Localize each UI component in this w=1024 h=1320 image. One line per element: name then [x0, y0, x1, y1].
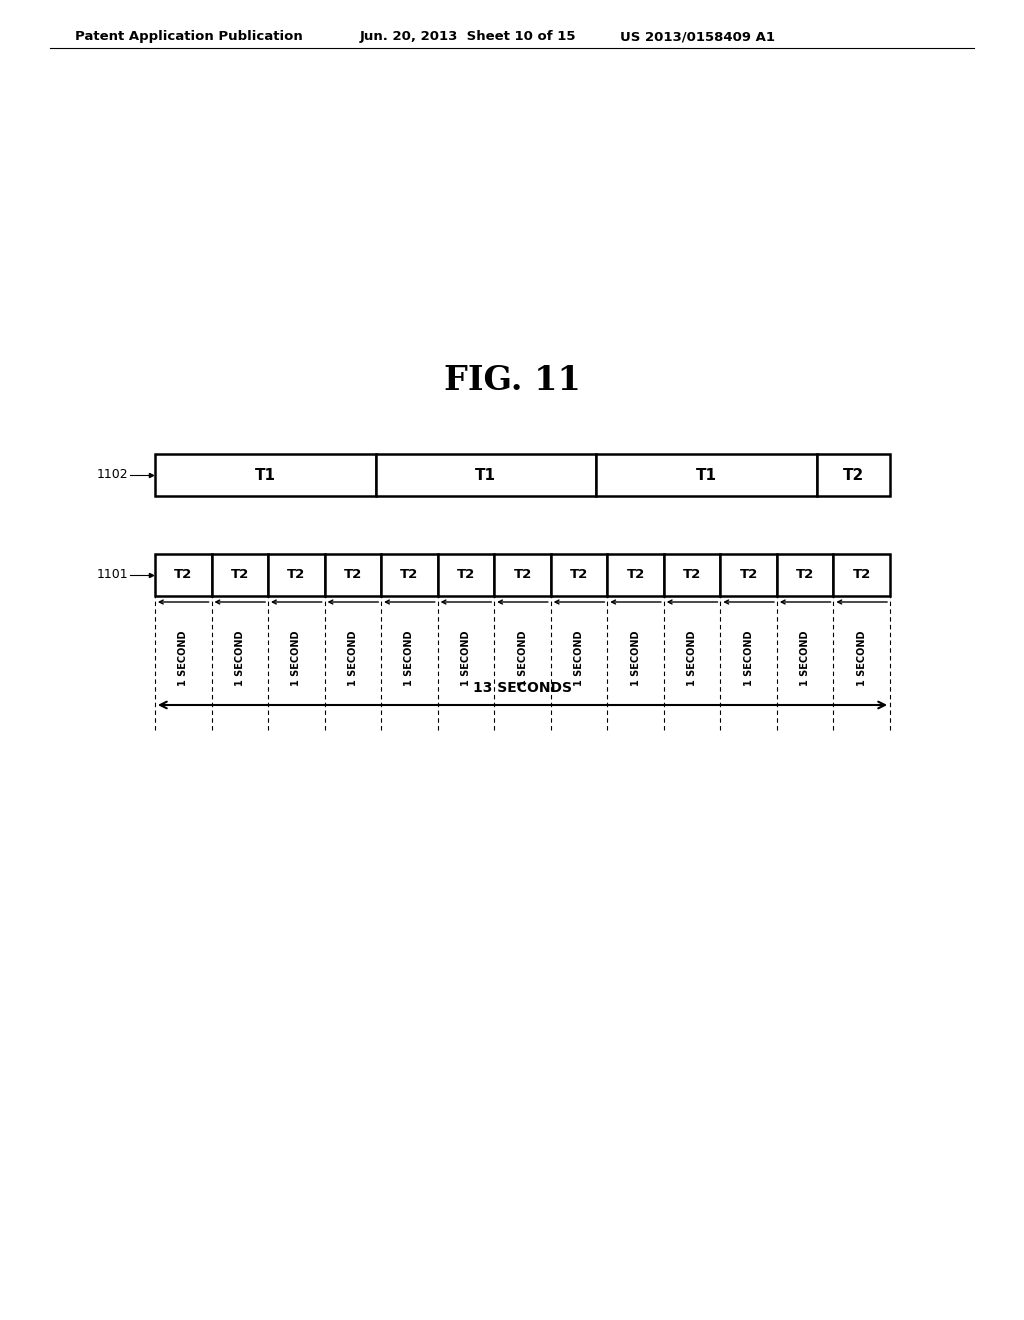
Bar [268, 554, 325, 597]
Bar [212, 554, 268, 597]
Text: 1 SECOND: 1 SECOND [574, 630, 584, 686]
Text: T2: T2 [457, 569, 475, 582]
Text: 1 SECOND: 1 SECOND [178, 630, 188, 686]
Bar [607, 554, 664, 597]
Text: US 2013/0158409 A1: US 2013/0158409 A1 [620, 30, 775, 44]
Text: T2: T2 [513, 569, 531, 582]
Text: Patent Application Publication: Patent Application Publication [75, 30, 303, 44]
Text: FIG. 11: FIG. 11 [443, 363, 581, 396]
Text: 1101: 1101 [96, 569, 128, 582]
Text: T2: T2 [400, 569, 419, 582]
Text: T2: T2 [174, 569, 193, 582]
Text: 13 SECONDS: 13 SECONDS [473, 681, 572, 696]
Text: T2: T2 [344, 569, 362, 582]
Bar [495, 554, 551, 597]
Text: 1 SECOND: 1 SECOND [687, 630, 697, 686]
Text: T2: T2 [627, 569, 645, 582]
Text: T2: T2 [853, 569, 870, 582]
Text: 1 SECOND: 1 SECOND [292, 630, 301, 686]
Text: 1 SECOND: 1 SECOND [404, 630, 415, 686]
Text: 1 SECOND: 1 SECOND [631, 630, 641, 686]
Text: T1: T1 [255, 467, 275, 483]
Text: T2: T2 [683, 569, 701, 582]
Bar [155, 454, 376, 496]
Text: T1: T1 [695, 467, 717, 483]
Text: T2: T2 [843, 467, 864, 483]
Bar [596, 454, 816, 496]
Bar [437, 554, 495, 597]
Text: 1 SECOND: 1 SECOND [857, 630, 866, 686]
Bar [155, 554, 212, 597]
Bar [664, 554, 721, 597]
Text: 1 SECOND: 1 SECOND [348, 630, 357, 686]
Bar [381, 554, 437, 597]
Text: 1102: 1102 [96, 469, 128, 482]
Text: T2: T2 [796, 569, 814, 582]
Text: 1 SECOND: 1 SECOND [800, 630, 810, 686]
Text: T2: T2 [739, 569, 758, 582]
Bar [376, 454, 596, 496]
Text: 1 SECOND: 1 SECOND [743, 630, 754, 686]
Text: 1 SECOND: 1 SECOND [517, 630, 527, 686]
Bar [325, 554, 381, 597]
Bar [834, 554, 890, 597]
Bar [721, 554, 777, 597]
Text: T2: T2 [287, 569, 305, 582]
Text: T2: T2 [570, 569, 588, 582]
Bar [777, 554, 834, 597]
Text: Jun. 20, 2013  Sheet 10 of 15: Jun. 20, 2013 Sheet 10 of 15 [360, 30, 577, 44]
Text: 1 SECOND: 1 SECOND [461, 630, 471, 686]
Bar [816, 454, 890, 496]
Text: 1 SECOND: 1 SECOND [234, 630, 245, 686]
Text: T2: T2 [230, 569, 249, 582]
Bar [551, 554, 607, 597]
Text: T1: T1 [475, 467, 497, 483]
